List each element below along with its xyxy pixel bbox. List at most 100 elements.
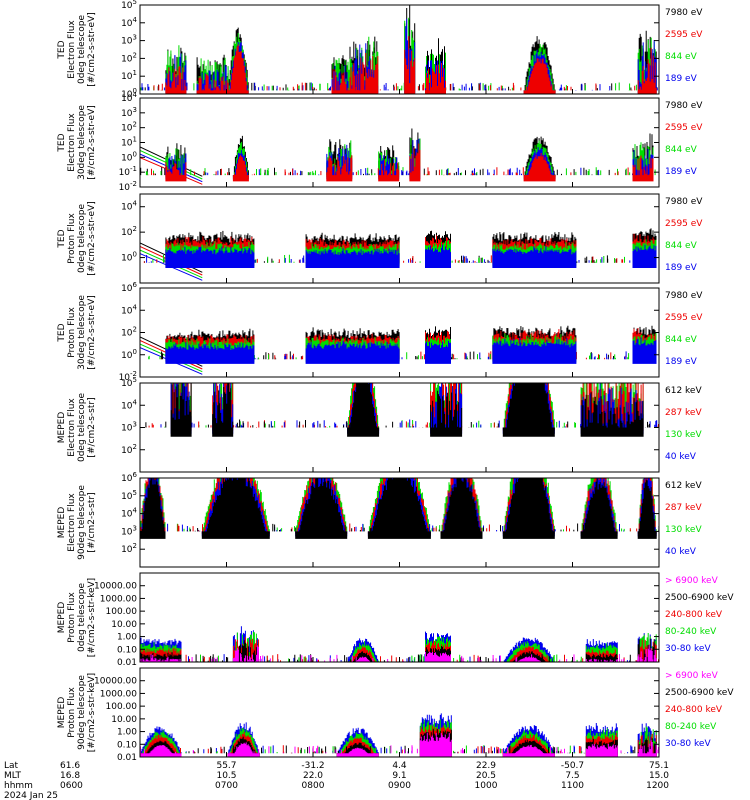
- x-tick-label: 61.6: [60, 761, 80, 771]
- x-tick-label: -50.7: [561, 761, 584, 771]
- panel-data: [141, 383, 659, 437]
- y-tick-label: 102: [121, 121, 137, 134]
- y-axis-label-line: Proton Flux: [67, 592, 77, 643]
- x-row-label: MLT: [4, 771, 22, 781]
- panel-1: 100 101 102 103 104 105 TED Electron Flux 0deg t…: [57, 0, 703, 100]
- y-axis-label-line: 90deg telescope: [77, 485, 87, 560]
- y-tick-label: 104: [121, 303, 137, 316]
- panel-data: [140, 228, 657, 281]
- legend-entry: 2595 eV: [665, 123, 703, 133]
- y-tick-label: 1000.00: [100, 594, 137, 604]
- x-tick-label: 15.0: [649, 771, 669, 781]
- y-axis-label-line: [#/cm2-s-str-eV]: [87, 12, 97, 87]
- y-axis-label-line: [#/cm2-s-str]: [87, 492, 97, 552]
- legend-entry: 130 keV: [665, 525, 702, 535]
- x-row-label: hhmm: [4, 781, 33, 791]
- y-axis-label-line: 0deg telescope: [77, 393, 87, 463]
- panel-data: [140, 478, 659, 539]
- y-axis-label: MEPED Proton Flux 90deg telescope [#/cm2-s-…: [57, 673, 97, 752]
- y-tick-label: 106: [121, 281, 137, 294]
- y-tick-label: 10000.00: [94, 677, 137, 687]
- legend-entry: > 6900 keV: [665, 671, 719, 681]
- legend-entry: 844 eV: [665, 145, 698, 155]
- y-tick-label: 10.00: [111, 715, 137, 725]
- y-axis-label-line: 30deg telescope: [77, 295, 87, 370]
- y-tick-label: 104: [121, 200, 137, 213]
- legend-entry: 287 keV: [665, 503, 702, 513]
- series-trace: [153, 36, 657, 94]
- legend-entry: 2595 eV: [665, 30, 703, 40]
- legend-entry: 189 eV: [665, 74, 698, 84]
- legend-entry: 2500-6900 keV: [665, 593, 734, 603]
- y-tick-label: 10-2: [119, 370, 137, 383]
- y-tick-label: 101: [121, 69, 137, 82]
- y-tick-label: 103: [121, 34, 137, 47]
- y-axis-label-line: 0deg telescope: [77, 204, 87, 274]
- x-tick-label: 22.0: [303, 771, 323, 781]
- x-tick-label: 1100: [561, 781, 584, 791]
- y-axis-label-line: Electron Flux: [67, 113, 77, 172]
- legend-entry: 7980 eV: [665, 197, 703, 207]
- legend-entry: 844 eV: [665, 241, 698, 251]
- x-tick-label: 10.5: [216, 771, 236, 781]
- y-tick-label: 10-1: [119, 165, 137, 178]
- series-trace: [140, 626, 657, 662]
- legend-entry: 2595 eV: [665, 313, 703, 323]
- legend-entry: 287 keV: [665, 408, 702, 418]
- series-trace: [140, 645, 657, 662]
- x-tick-label: 0900: [388, 781, 411, 791]
- y-axis-label-line: MEPED: [57, 412, 67, 444]
- y-tick-label: 104: [121, 16, 137, 29]
- y-axis-label: MEPED Electron Flux 90deg telescope [#/cm2-…: [57, 485, 97, 560]
- y-tick-label: 10-2: [119, 180, 137, 193]
- y-axis-label-line: 0deg telescope: [77, 583, 87, 653]
- series-trace: [140, 728, 657, 757]
- panel-data: [140, 5, 658, 94]
- legend-entry: 844 eV: [665, 52, 698, 62]
- y-axis-label-line: [#/cm2-s-str-keV]: [87, 673, 97, 752]
- y-axis-label-line: MEPED: [57, 507, 67, 539]
- x-tick-label: 55.7: [216, 761, 236, 771]
- y-axis-label: TED Proton Flux 30deg telescope [#/cm2-s-st…: [57, 295, 97, 370]
- series-trace: [164, 383, 644, 428]
- legend-entry: 40 keV: [665, 547, 697, 557]
- panel-8: 0.010.101.0010.00100.001000.0010000.00ME…: [57, 667, 734, 763]
- legend-entry: 80-240 keV: [665, 722, 717, 732]
- series-trace: [148, 143, 654, 182]
- y-tick-label: 0.01: [117, 658, 137, 668]
- legend-entry: 30-80 keV: [665, 739, 711, 749]
- y-axis-label-line: [#/cm2-s-str-keV]: [87, 578, 97, 657]
- y-tick-label: 102: [121, 51, 137, 64]
- series-trace: [145, 383, 650, 437]
- panel-6: 102 103 104 105 106 MEPED Electron Flux 90deg t…: [57, 471, 702, 568]
- x-tick-label: 75.1: [649, 761, 669, 771]
- y-tick-label: 0.01: [117, 753, 137, 763]
- y-tick-label: 103: [121, 106, 137, 119]
- series-trace: [145, 138, 656, 178]
- panel-frame: [139, 572, 660, 663]
- y-axis-label-line: [#/cm2-s-str-eV]: [87, 295, 97, 370]
- legend-entry: 80-240 keV: [665, 627, 717, 637]
- y-tick-label: 102: [121, 542, 137, 555]
- legend-entry: 7980 eV: [665, 291, 703, 301]
- legend-entry: 7980 eV: [665, 8, 703, 18]
- x-tick-label: 1000: [475, 781, 498, 791]
- legend-entry: 40 keV: [665, 452, 697, 462]
- legend-entry: 7980 eV: [665, 101, 703, 111]
- legend-entry: 2595 eV: [665, 219, 703, 229]
- y-axis-label-line: Proton Flux: [67, 213, 77, 264]
- y-axis-label: TED Proton Flux 0deg telescope [#/cm2-s-str…: [57, 201, 97, 276]
- y-tick-label: 100: [121, 348, 137, 361]
- panel-frame: [139, 667, 660, 758]
- legend-entry: > 6900 keV: [665, 576, 719, 586]
- y-tick-label: 104: [121, 91, 137, 104]
- legend-entry: 612 keV: [665, 386, 702, 396]
- y-axis-label-line: Proton Flux: [67, 307, 77, 358]
- y-axis-label-line: [#/cm2-s-str]: [87, 397, 97, 457]
- legend-entry: 240-800 keV: [665, 610, 723, 620]
- y-tick-label: 103: [121, 524, 137, 537]
- y-tick-label: 105: [121, 0, 137, 11]
- y-axis-label-line: MEPED: [57, 602, 67, 634]
- legend-entry: 189 eV: [665, 263, 698, 273]
